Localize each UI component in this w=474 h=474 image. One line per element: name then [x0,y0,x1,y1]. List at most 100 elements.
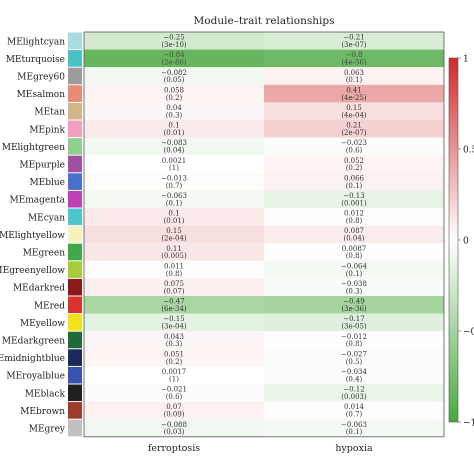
cell-correlation: −0.13 [343,192,364,200]
cell-pvalue: (3e-05) [341,323,367,331]
heatmap-cell [264,208,444,226]
heatmap-row: MEtan 0.04(0.3) 0.15(4e-04) [34,102,444,120]
heatmap-cell [264,172,444,191]
cell-correlation: 0.011 [164,262,184,270]
module-color-swatch [68,173,82,190]
module-color-swatch [68,190,82,208]
heatmap-row: MEgrey −0.088(0.03) −0.063(0.1) [29,419,444,437]
heatmap-row: MEblack −0.021(0.6) −0.12(0.003) [25,384,444,402]
cell-pvalue: (0.6) [346,147,363,155]
heatmap-row: MEgrey60 −0.082(0.05) 0.063(0.1) [17,67,444,85]
module-label: MEblack [25,389,66,399]
heatmap-cell [84,120,264,138]
heatmap-row: MEmagenta −0.063(0.1) −0.13(0.001) [9,190,444,208]
heatmap-row: MEcyan 0.1(0.01) 0.012(0.8) [28,208,444,226]
module-color-swatch [68,366,82,384]
cell-correlation: 0.051 [164,350,184,358]
column-label: ferroptosis [148,443,200,454]
heatmap-row: MEgreen 0.11(0.005) 0.0087(0.8) [23,243,444,261]
cell-correlation: 0.1 [168,122,179,130]
cell-pvalue: (2e-86) [161,59,187,67]
heatmap-row: MEdarkred 0.075(0.07) −0.038(0.3) [13,278,444,296]
cell-correlation: 0.075 [164,280,184,288]
module-color-swatch [68,419,82,437]
heatmap-frame [83,31,445,438]
heatmap-cell [264,331,444,349]
cell-correlation: 0.15 [346,104,362,112]
cell-correlation: 0.043 [164,333,184,341]
module-color-swatch [68,314,82,331]
cell-pvalue: (0.01) [163,217,184,225]
heatmap-row: MEyellow −0.15(3e-04) −0.17(3e-05) [20,313,444,332]
cell-correlation: 0.066 [344,174,365,182]
heatmap-cell [84,313,264,332]
cell-correlation: 0.41 [346,86,362,94]
module-label: MEbrown [20,407,65,417]
cell-pvalue: (0.3) [166,111,183,119]
module-color-swatch [68,120,82,138]
heatmap-row: MEbrown 0.07(0.09) 0.014(0.7) [20,401,444,420]
module-label: MElightgreen [2,143,65,153]
heatmap-cell [84,243,264,261]
module-label: MEdarkred [13,284,65,294]
heatmap-row: MElightyellow 0.15(2e-04) 0.087(0.04) [0,225,444,244]
heatmap-cell [84,172,264,191]
heatmap-cell [264,278,444,296]
cell-pvalue: (0.1) [346,76,363,84]
cell-pvalue: (2e-04) [161,235,187,243]
heatmap-cell [84,384,264,402]
module-label: MEturquoise [6,55,65,65]
module-color-swatch [68,50,82,67]
cell-correlation: −0.15 [163,315,184,323]
heatmap-row: MEpink 0.1(0.01) 0.21(2e-07) [29,120,444,138]
module-color-swatch [68,402,82,419]
heatmap-row: Emidnightblue 0.051(0.2) −0.027(0.5) [0,348,444,367]
module-label: MEred [34,301,65,311]
heatmap-cell [84,401,264,420]
heatmap-cell [264,366,444,384]
module-color-swatch [68,32,82,50]
cell-pvalue: (4e-04) [341,111,367,119]
cell-correlation: −0.17 [343,315,364,323]
heatmap-cell [264,120,444,138]
heatmap-cell [84,137,264,156]
module-color-swatch [68,208,82,226]
cell-correlation: −0.84 [163,51,185,59]
heatmap-cell [84,331,264,349]
cell-correlation: −0.12 [343,386,364,394]
module-color-swatch [68,331,82,349]
module-label: MEmagenta [9,196,65,206]
heatmap-row: MEpurple 0.0021(1) 0.052(0.2) [19,155,444,173]
heatmap-row: MEred −0.47(6e-34) −0.49(3e-36) [34,296,444,314]
module-color-swatch [68,155,82,173]
heatmap-cell [264,260,444,279]
cell-pvalue: (0.04) [163,147,184,155]
cell-correlation: 0.04 [166,104,182,112]
cell-pvalue: (0.2) [346,164,363,172]
cell-pvalue: (3e-04) [161,323,187,331]
color-scale-tick-label: 1 [463,55,469,65]
cell-pvalue: (3e-36) [341,305,367,313]
heatmap-cell [84,49,264,68]
cell-correlation: −0.012 [341,333,367,341]
cell-pvalue: (1) [169,375,179,383]
cell-pvalue: (0.005) [161,252,187,260]
cell-correlation: −0.063 [341,421,367,429]
cell-correlation: 0.0087 [342,245,367,253]
heatmap-row: MEgreenyellow 0.011(0.8) −0.064(0.1) [0,260,444,279]
module-color-swatch [68,384,82,402]
heatmap-row: MEdarkgreen 0.043(0.3) −0.012(0.8) [2,331,444,349]
heatmap-cell [264,243,444,261]
heatmap-cell [264,67,444,85]
cell-pvalue: (0.05) [163,76,184,84]
color-scale-tick-label: 0 [463,237,469,247]
heatmap-cell [264,296,444,314]
cell-correlation: −0.21 [343,34,364,42]
cell-correlation: −0.021 [161,386,187,394]
heatmap-cell [84,419,264,437]
heatmap-cell [264,190,444,208]
heatmap-cell [84,32,264,50]
heatmap-cell [84,67,264,85]
cell-pvalue: (0.1) [346,428,363,436]
module-color-swatch [68,226,82,243]
